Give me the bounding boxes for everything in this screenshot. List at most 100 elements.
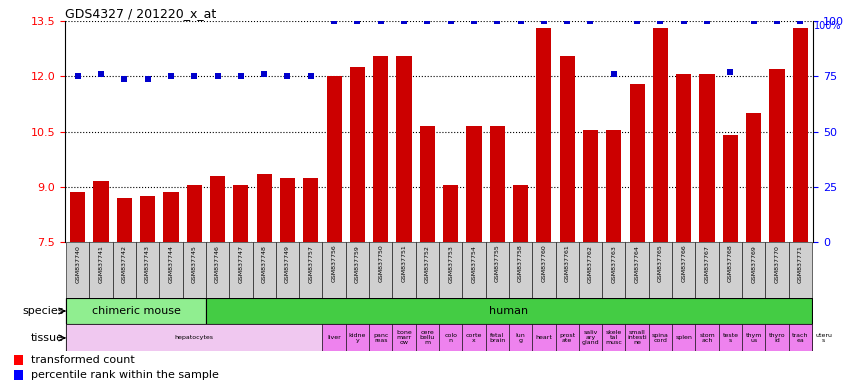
Bar	[393, 324, 416, 351]
Bar	[532, 324, 555, 351]
Point	[676, 18, 690, 24]
Text: GSM837771: GSM837771	[798, 245, 803, 283]
Bar	[206, 242, 229, 298]
Bar	[723, 135, 738, 242]
Text: uteru
s: uteru s	[815, 333, 832, 343]
Bar	[89, 242, 112, 298]
Text: GSM837759: GSM837759	[355, 245, 360, 283]
Text: transformed count: transformed count	[31, 355, 135, 365]
Text: GSM837762: GSM837762	[588, 245, 593, 283]
Point	[467, 18, 481, 24]
Bar	[695, 242, 719, 298]
Text: GSM837763: GSM837763	[612, 245, 616, 283]
Text: GSM837764: GSM837764	[635, 245, 639, 283]
Bar	[630, 84, 644, 242]
Bar	[509, 324, 532, 351]
Text: GSM837748: GSM837748	[262, 245, 266, 283]
Bar	[676, 74, 691, 242]
Bar	[229, 242, 253, 298]
Bar	[349, 67, 365, 242]
Bar	[299, 242, 323, 298]
Point	[514, 18, 528, 24]
Point	[257, 71, 271, 77]
Text: GSM837750: GSM837750	[378, 245, 383, 283]
Text: splen: splen	[676, 335, 692, 341]
Text: species: species	[22, 306, 64, 316]
Text: GSM837767: GSM837767	[705, 245, 709, 283]
Text: skele
tal
musc: skele tal musc	[606, 330, 622, 346]
Point	[71, 73, 85, 79]
Text: GSM837747: GSM837747	[239, 245, 243, 283]
Text: hepatocytes: hepatocytes	[175, 335, 214, 341]
Bar	[66, 324, 323, 351]
Bar	[466, 126, 482, 242]
Text: GSM837756: GSM837756	[331, 245, 336, 283]
Point	[537, 18, 551, 24]
Point	[490, 18, 504, 24]
Text: teste
s: teste s	[722, 333, 739, 343]
Text: heart: heart	[535, 335, 553, 341]
Text: human: human	[490, 306, 529, 316]
Bar	[416, 324, 439, 351]
Point	[374, 18, 388, 24]
Bar	[253, 242, 276, 298]
Bar	[323, 242, 346, 298]
Bar	[513, 185, 529, 242]
Bar	[509, 242, 532, 298]
Bar	[719, 242, 742, 298]
Text: GSM837741: GSM837741	[99, 245, 104, 283]
Bar	[396, 56, 412, 242]
Bar	[136, 242, 159, 298]
Text: trach
ea: trach ea	[792, 333, 809, 343]
Text: percentile rank within the sample: percentile rank within the sample	[31, 370, 219, 380]
Point	[723, 69, 737, 75]
Text: GSM837740: GSM837740	[75, 245, 80, 283]
Bar	[323, 324, 346, 351]
Point	[561, 18, 574, 24]
Bar	[579, 242, 602, 298]
Text: GSM837752: GSM837752	[425, 245, 430, 283]
Text: chimeric mouse: chimeric mouse	[92, 306, 181, 316]
Bar	[653, 28, 668, 242]
Bar	[393, 242, 416, 298]
Bar	[579, 324, 602, 351]
Text: GSM837755: GSM837755	[495, 245, 500, 283]
Bar	[742, 242, 766, 298]
Bar	[625, 242, 649, 298]
Text: GSM837743: GSM837743	[145, 245, 151, 283]
Point	[584, 18, 598, 24]
Bar	[792, 28, 808, 242]
Bar	[625, 324, 649, 351]
Bar	[70, 192, 86, 242]
Text: tissue: tissue	[31, 333, 64, 343]
Text: cere
bellu
m: cere bellu m	[420, 330, 435, 346]
Text: fetal
brain: fetal brain	[489, 333, 505, 343]
Text: GSM837766: GSM837766	[682, 245, 686, 283]
Point	[631, 18, 644, 24]
Point	[304, 73, 317, 79]
Text: GSM837754: GSM837754	[471, 245, 477, 283]
Point	[141, 76, 155, 82]
Bar	[346, 324, 369, 351]
Bar	[140, 196, 155, 242]
Point	[607, 71, 621, 77]
Text: GSM837751: GSM837751	[401, 245, 407, 283]
Bar	[66, 298, 206, 324]
Bar	[326, 76, 342, 242]
Bar	[66, 242, 89, 298]
Bar	[719, 324, 742, 351]
Bar	[606, 130, 621, 242]
Bar	[742, 324, 766, 351]
Bar	[112, 242, 136, 298]
Bar	[462, 242, 485, 298]
Bar	[812, 324, 836, 351]
Bar	[462, 324, 485, 351]
Bar	[439, 242, 462, 298]
Bar	[789, 242, 812, 298]
Bar	[555, 324, 579, 351]
Bar	[766, 324, 789, 351]
Bar	[14, 355, 22, 365]
Bar	[746, 113, 761, 242]
Text: thyro
id: thyro id	[769, 333, 785, 343]
Bar	[536, 28, 552, 242]
